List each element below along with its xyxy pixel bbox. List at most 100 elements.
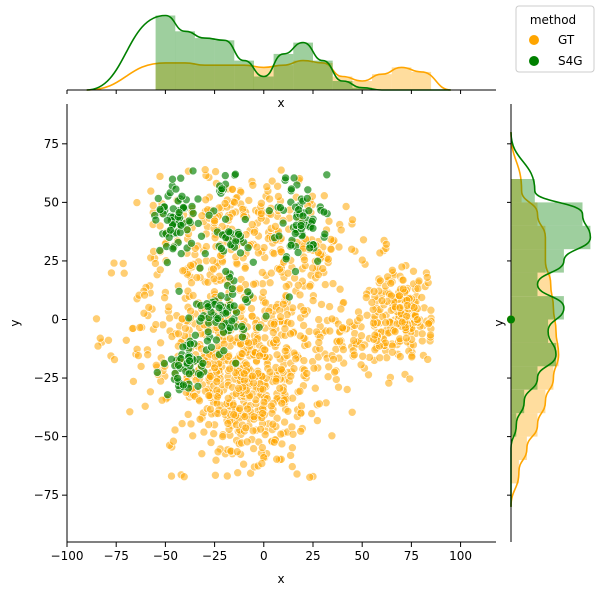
scatter-point-gt xyxy=(210,363,219,373)
right-kde-gt xyxy=(510,132,560,507)
scatter-point-s4g xyxy=(197,313,206,323)
scatter-point-s4g xyxy=(174,360,183,370)
scatter-point-gt xyxy=(219,407,229,417)
scatter-point-gt xyxy=(206,438,216,447)
legend-s4g-label: S4G xyxy=(558,54,583,68)
scatter-point-s4g xyxy=(320,229,330,239)
scatter-point-s4g xyxy=(213,314,223,323)
right-hist-bar-gt xyxy=(511,460,519,484)
scatter-point-gt xyxy=(260,430,270,439)
scatter-point-gt xyxy=(271,222,280,231)
scatter-point-gt xyxy=(357,342,367,352)
scatter-point-gt xyxy=(395,303,405,313)
scatter-point-gt xyxy=(359,235,368,245)
right-hist-bar-s4g xyxy=(511,319,549,343)
scatter-point-gt xyxy=(286,451,295,460)
scatter-point-gt xyxy=(384,378,394,388)
scatter-point-gt xyxy=(152,360,161,370)
scatter-point-gt xyxy=(315,399,324,409)
scatter-point-gt xyxy=(272,454,282,464)
scatter-point-gt xyxy=(206,404,215,414)
scatter-point-gt xyxy=(341,202,351,211)
scatter-point-gt xyxy=(280,417,289,427)
scatter-point-gt xyxy=(201,195,210,205)
scatter-point-s4g xyxy=(207,342,216,352)
scatter-point-s4g xyxy=(188,166,198,176)
scatter-point-gt xyxy=(242,437,252,447)
y-tick-label: −25 xyxy=(34,371,59,385)
scatter-point-gt xyxy=(223,419,233,428)
scatter-point-gt xyxy=(125,407,135,417)
scatter-point-gt xyxy=(104,335,113,345)
right-hist-bar-s4g xyxy=(511,342,556,367)
scatter-point-s4g xyxy=(236,248,245,258)
scatter-point-gt xyxy=(328,279,338,288)
scatter-point-s4g xyxy=(179,380,188,390)
right-hist-bar-gt xyxy=(511,249,546,273)
scatter-point-gt xyxy=(369,318,378,328)
scatter-point-gt xyxy=(96,333,105,343)
scatter-point-gt xyxy=(195,396,204,406)
scatter-point-s4g xyxy=(237,322,246,331)
scatter-point-gt xyxy=(110,355,119,364)
scatter-point-s4g xyxy=(298,211,308,221)
scatter-point-gt xyxy=(414,276,424,286)
scatter-point-gt xyxy=(426,330,435,340)
scatter-point-gt xyxy=(292,469,302,479)
scatter-point-s4g xyxy=(166,225,175,235)
scatter-point-s4g xyxy=(254,322,264,332)
scatter-point-gt xyxy=(268,419,278,429)
scatter-point-gt xyxy=(247,311,257,321)
scatter-point-gt xyxy=(417,336,427,346)
scatter-point-gt xyxy=(276,429,286,439)
scatter-point-gt xyxy=(325,326,335,336)
scatter-point-gt xyxy=(387,347,397,357)
scatter-point-s4g xyxy=(305,243,315,253)
scatter-point-gt xyxy=(302,369,312,378)
scatter-point-gt xyxy=(426,305,436,315)
scatter-point-gt xyxy=(347,407,357,417)
legend-s4g-marker xyxy=(529,56,539,66)
scatter-point-gt xyxy=(278,299,288,309)
scatter-point-s4g xyxy=(278,218,288,228)
scatter-point-s4g xyxy=(296,221,306,230)
scatter-point-gt xyxy=(170,425,180,435)
scatter-point-gt xyxy=(255,351,264,361)
scatter-point-gt xyxy=(265,278,275,288)
scatter-point-gt xyxy=(230,197,239,207)
legend-gt-label: GT xyxy=(558,33,575,47)
scatter-point-gt xyxy=(228,185,237,194)
scatter-point-gt xyxy=(256,209,266,218)
scatter-point-gt xyxy=(300,255,309,265)
scatter-point-s4g xyxy=(304,206,314,215)
scatter-point-s4g xyxy=(212,335,221,345)
scatter-point-gt xyxy=(283,406,293,416)
scatter-point-gt xyxy=(390,327,400,336)
right-hist-bar-gt xyxy=(511,342,559,367)
scatter-point-gt xyxy=(318,264,328,273)
top-marginal-x-label: x xyxy=(277,96,284,110)
scatter-point-s4g xyxy=(287,184,296,194)
scatter-point-gt xyxy=(342,385,352,394)
top-hist-bar-s4g xyxy=(293,42,313,90)
scatter-point-gt xyxy=(361,293,371,302)
scatter-point-s4g xyxy=(203,327,213,337)
scatter-point-gt xyxy=(276,364,286,374)
scatter-point-s4g xyxy=(227,316,237,326)
scatter-point-gt xyxy=(398,284,408,294)
scatter-point-s4g xyxy=(264,206,274,215)
scatter-point-gt xyxy=(381,318,391,328)
x-tick-label: 100 xyxy=(449,549,472,563)
top-hist-bar-gt xyxy=(313,62,333,90)
scatter-point-gt xyxy=(277,398,287,408)
scatter-point-gt xyxy=(413,315,422,325)
scatter-point-s4g xyxy=(184,216,194,226)
scatter-point-gt xyxy=(258,408,267,418)
scatter-point-gt xyxy=(248,371,257,381)
top-hist-bar-s4g xyxy=(214,40,235,90)
scatter-point-s4g xyxy=(276,203,285,212)
scatter-point-gt xyxy=(402,311,412,321)
scatter-point-gt xyxy=(195,414,205,424)
